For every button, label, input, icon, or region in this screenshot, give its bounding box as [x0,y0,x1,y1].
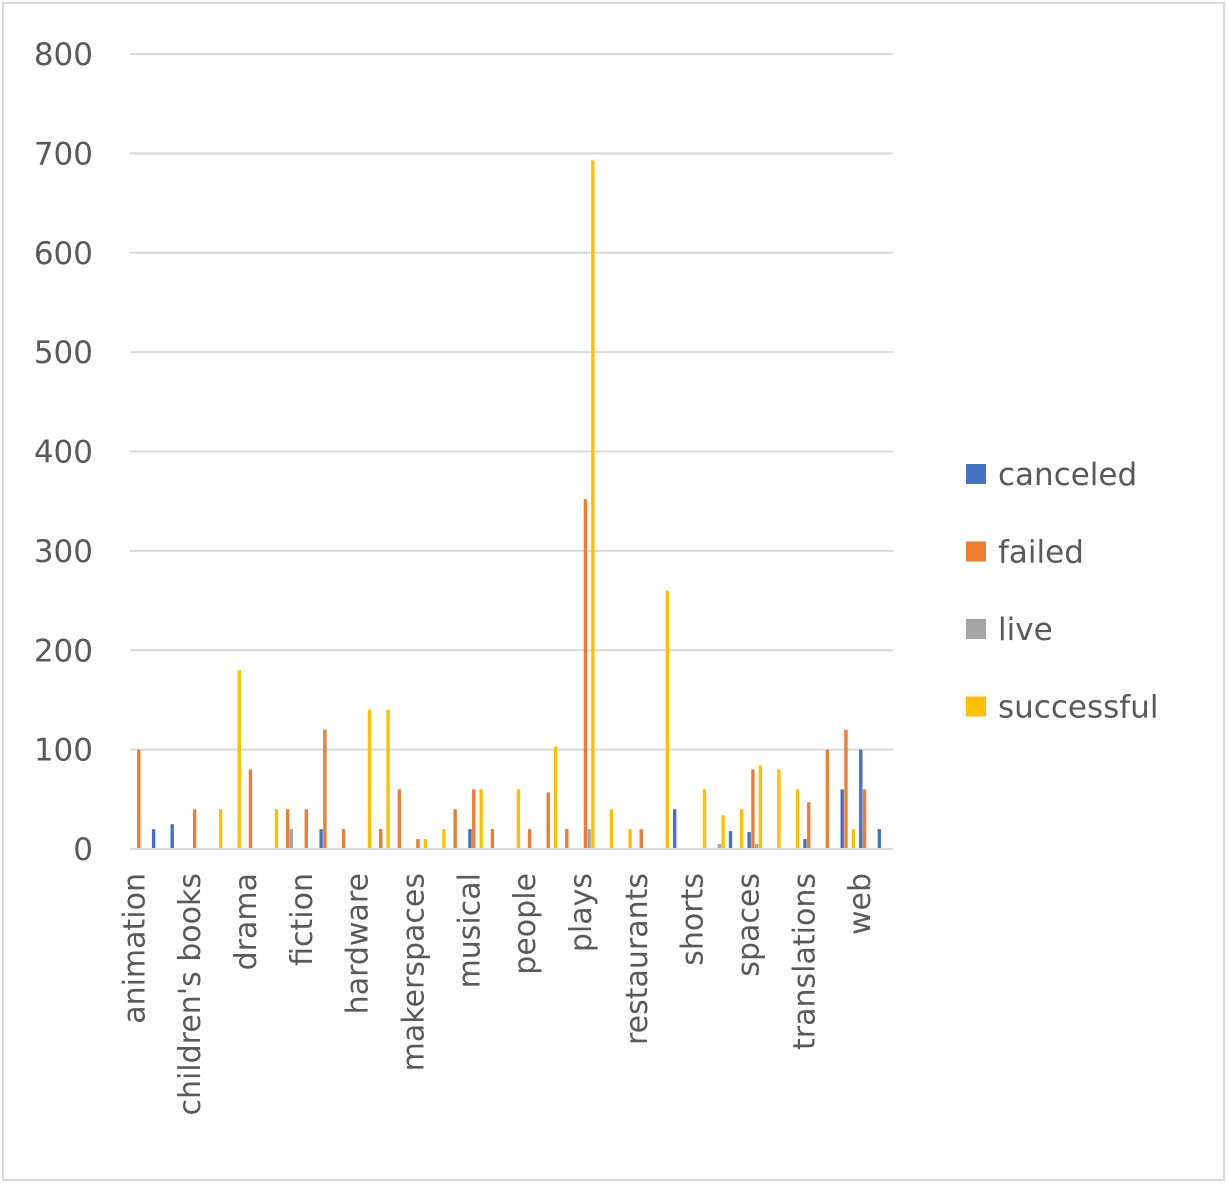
x-tick-label: spaces [731,873,766,977]
bar [490,829,495,849]
bar [825,749,830,849]
bar [702,789,707,849]
bar [423,839,428,849]
bar [565,829,569,849]
bar [367,709,372,849]
bar [672,809,677,849]
x-tick-label: makerspaces [396,873,431,1071]
bar [416,839,420,849]
x-tick-label: fiction [285,873,320,966]
bar [453,809,457,849]
bar [758,765,763,849]
bar [192,809,197,849]
bar [751,769,755,849]
bar [859,749,863,849]
bar [151,829,156,849]
bar [237,670,241,849]
y-tick-label: 300 [34,534,93,570]
bar [274,809,279,849]
bar [840,789,844,849]
bar [740,809,744,849]
bar [479,789,483,849]
bar [851,829,856,849]
bar [285,809,290,849]
bar [386,709,390,849]
bar [289,829,294,849]
bar [639,829,643,849]
bar [137,749,141,849]
bar [862,789,867,849]
bar [546,792,550,849]
legend-label: failed [998,535,1084,571]
bar [795,789,800,849]
bar [170,824,174,849]
x-tick-label: translations [787,873,822,1050]
x-tick-label: drama [229,873,264,970]
x-tick-label: children's books [173,873,208,1116]
bar [341,829,346,849]
bar [665,590,669,849]
legend-label: canceled [998,457,1137,493]
bar [323,729,327,849]
bar [609,809,614,849]
bar [628,829,632,849]
bar [728,831,733,849]
legend-label: live [998,612,1053,648]
y-tick-label: 600 [34,236,93,272]
x-tick-label: restaurants [620,873,655,1045]
x-tick-label: shorts [676,873,711,966]
y-tick-label: 400 [34,435,93,471]
y-tick-label: 200 [34,633,93,669]
y-tick-label: 700 [34,136,93,172]
x-tick-label: people [508,873,543,975]
bar [527,829,532,849]
bar [721,815,725,849]
bar [803,839,807,849]
bar [587,829,591,849]
bar [747,832,751,849]
bar [844,729,848,849]
bar [591,160,595,850]
bar [807,802,811,849]
legend-swatch [966,541,986,562]
bar [516,789,521,849]
x-tick-label: musical [452,873,487,988]
bar [442,829,446,849]
bar [777,769,781,849]
bar [304,809,308,849]
bar [553,746,558,849]
bar [248,769,253,849]
bar [319,829,323,849]
y-tick-label: 0 [73,832,93,868]
bar [379,829,383,849]
y-tick-label: 800 [34,37,93,73]
bar [218,809,223,849]
x-tick-label: plays [564,873,599,952]
bar [468,829,472,849]
legend-swatch [966,696,986,717]
bar [472,789,476,849]
bar [397,789,402,849]
bar [717,844,722,849]
y-tick-label: 500 [34,335,93,371]
legend-swatch [966,619,986,639]
legend-label: successful [998,690,1158,726]
bar [877,829,882,849]
y-tick-label: 100 [34,733,93,769]
bar [754,844,759,849]
bar [583,499,588,849]
legend-swatch [966,464,986,484]
x-tick-label: web [843,873,878,935]
x-tick-label: hardware [341,873,376,1014]
x-tick-label: animation [117,873,152,1024]
